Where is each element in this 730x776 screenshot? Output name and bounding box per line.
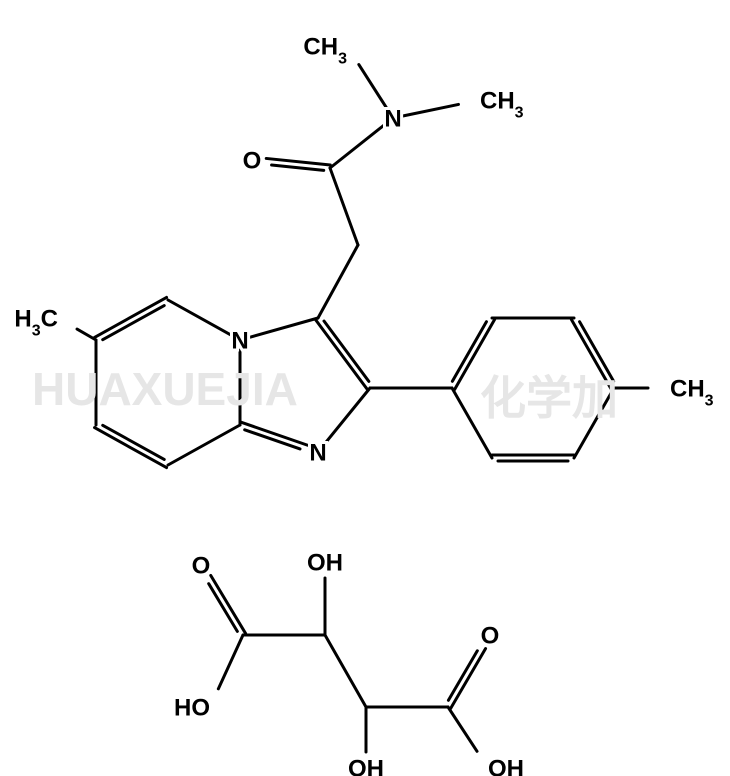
atom-label-N1: N bbox=[309, 439, 326, 466]
molecule-zolpidem: NNCH3CH3CH3CH3OONNNNH3CH3CCH3CH3 bbox=[14, 33, 713, 467]
atom-label-B_O1b: HO bbox=[174, 694, 210, 721]
atom-label-N4: N bbox=[231, 327, 248, 354]
atom-label-C_NMe_a: CH3 bbox=[303, 33, 347, 67]
molecule-tartaric-acid-bonds bbox=[209, 575, 486, 752]
atom-label-Ar_Me: CH3 bbox=[670, 375, 714, 409]
atom-label-O_carbonyl: O bbox=[243, 147, 262, 174]
molecule-zolpidem-bonds bbox=[77, 65, 648, 468]
atom-label-B_O4b: OH bbox=[488, 755, 524, 776]
molecule-tartaric-acid: OOHOHOOHOHOHOHOOOHOH bbox=[174, 549, 524, 776]
atom-label-C_NMe_b: CH3 bbox=[480, 87, 524, 121]
atom-label-C6_Me: H3C bbox=[14, 305, 58, 339]
atom-label-B_O1a: O bbox=[192, 552, 211, 579]
molecule-canvas: NNCH3CH3CH3CH3OONNNNH3CH3CCH3CH3OOHOHOOH… bbox=[0, 0, 730, 776]
atom-label-B_O2: OH bbox=[307, 549, 343, 576]
atom-label-B_O4a: O bbox=[481, 622, 500, 649]
molecule-zolpidem-labels: NNCH3CH3CH3CH3OONNNNH3CH3CCH3CH3 bbox=[14, 33, 713, 466]
atom-label-B_O3: OH bbox=[348, 755, 384, 776]
atom-label-N_amide: N bbox=[384, 105, 401, 132]
